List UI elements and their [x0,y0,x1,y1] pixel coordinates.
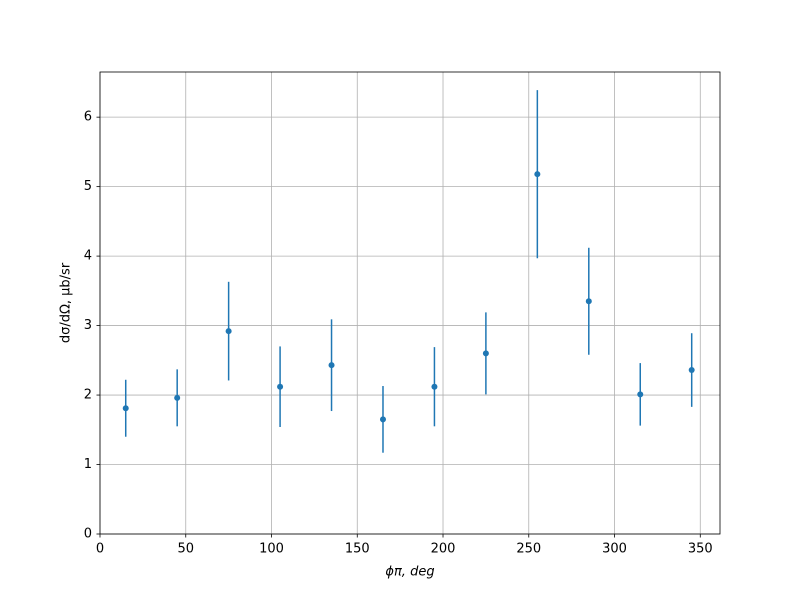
x-tick-label: 200 [431,542,456,557]
y-tick-label: 2 [84,388,92,403]
y-tick-label: 3 [84,318,92,333]
x-tick-label: 250 [516,542,541,557]
data-point [174,394,181,401]
y-tick-label: 5 [84,179,92,194]
x-tick-label: 100 [259,542,284,557]
y-tick-label: 6 [84,110,92,125]
data-point [122,405,129,412]
x-tick-label: 300 [602,542,627,557]
x-tick-label: 350 [688,542,713,557]
y-tick-label: 0 [84,527,92,542]
data-point [431,383,438,390]
y-tick-label: 1 [84,457,92,472]
x-tick-label: 0 [96,542,104,557]
plot-frame [99,71,721,535]
data-point [379,416,386,423]
y-tick-label: 4 [84,249,92,264]
y-axis-label: dσ/dΩ, μb/sr [59,262,74,343]
x-axis-label: ϕπ, deg [385,565,434,580]
data-point [637,391,644,398]
data-point [328,362,335,369]
data-point [482,350,489,357]
data-point [534,171,541,178]
data-point [277,383,284,390]
x-tick-label: 50 [177,542,194,557]
data-point [225,328,232,335]
data-point [688,367,695,374]
x-tick-label: 150 [345,542,370,557]
data-point [585,298,592,305]
